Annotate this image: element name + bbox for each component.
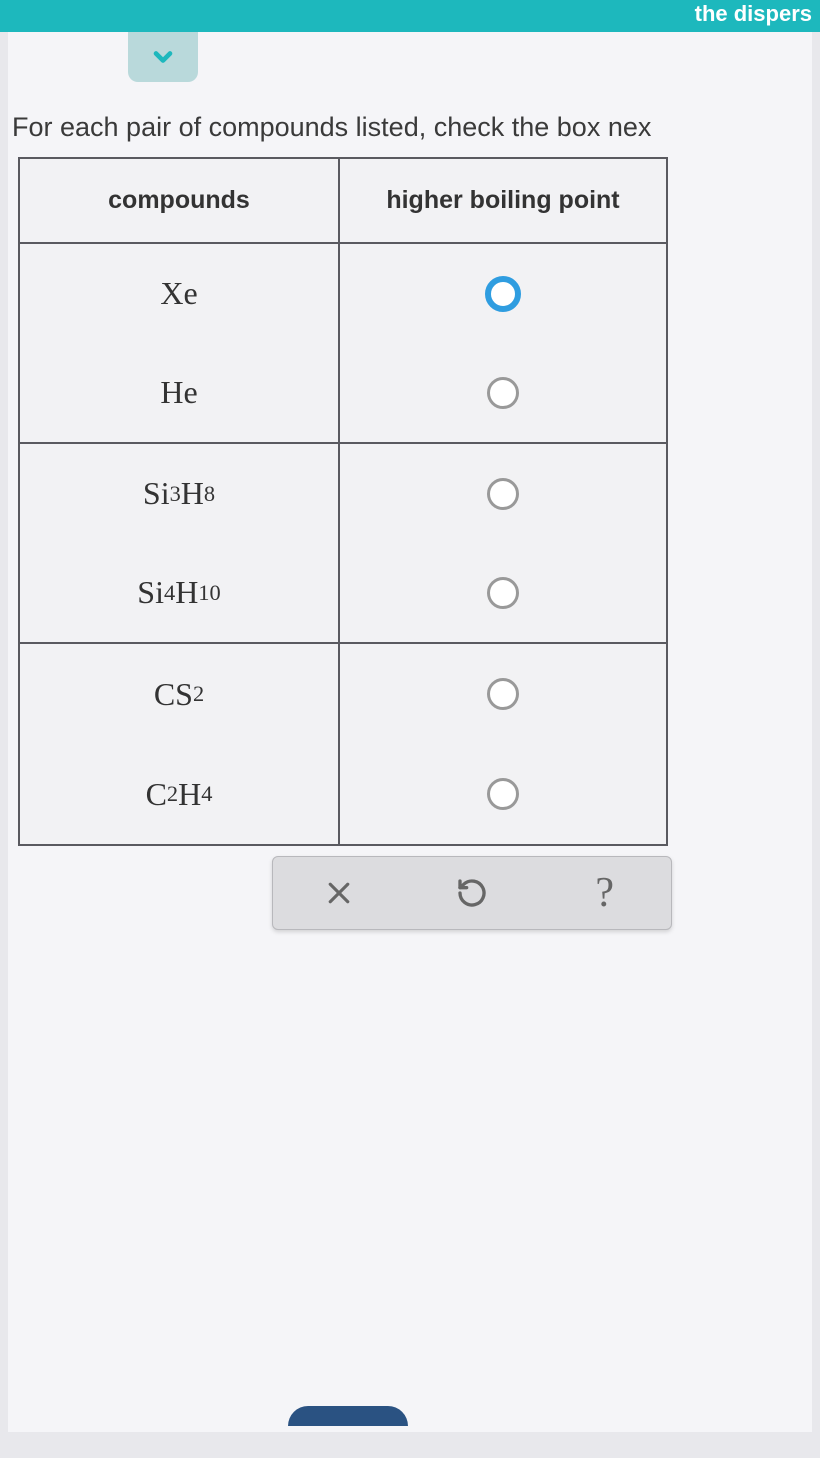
header-compounds: compounds: [20, 159, 340, 242]
radio-holder: [340, 644, 666, 744]
radio-button[interactable]: [485, 276, 521, 312]
table-pair-row: Si3H8 Si4H10: [20, 444, 666, 644]
compounds-cell: Xe He: [20, 244, 340, 442]
radio-button[interactable]: [487, 577, 519, 609]
radio-holder: [340, 343, 666, 442]
undo-icon: [456, 877, 488, 909]
compound-label: CS2: [20, 644, 338, 744]
radio-button[interactable]: [487, 478, 519, 510]
compound-label: Si3H8: [20, 444, 338, 543]
compounds-cell: Si3H8 Si4H10: [20, 444, 340, 642]
top-bar: the dispers: [0, 0, 820, 32]
radio-button[interactable]: [487, 377, 519, 409]
topbar-text: the dispers: [695, 1, 812, 26]
radio-cell: [340, 244, 666, 442]
table-pair-row: CS2 C2H4: [20, 644, 666, 844]
dropdown-tab[interactable]: [128, 32, 198, 82]
clear-button[interactable]: [317, 871, 361, 915]
compound-label: Si4H10: [20, 543, 338, 642]
radio-holder: [340, 244, 666, 343]
compounds-table: compounds higher boiling point Xe He Si3…: [18, 157, 668, 846]
header-boiling-point: higher boiling point: [340, 159, 666, 242]
radio-holder: [340, 744, 666, 844]
radio-holder: [340, 543, 666, 642]
help-button[interactable]: ?: [583, 871, 627, 915]
radio-button[interactable]: [487, 678, 519, 710]
close-icon: [324, 878, 354, 908]
bottom-nub: [288, 1406, 408, 1426]
reset-button[interactable]: [450, 871, 494, 915]
chevron-down-icon: [149, 43, 177, 71]
radio-cell: [340, 644, 666, 844]
radio-holder: [340, 444, 666, 543]
radio-button[interactable]: [487, 778, 519, 810]
action-bar: ?: [272, 856, 672, 930]
table-pair-row: Xe He: [20, 244, 666, 444]
content-area: For each pair of compounds listed, check…: [8, 32, 812, 1432]
table-header-row: compounds higher boiling point: [20, 159, 666, 244]
help-icon: ?: [595, 869, 614, 917]
compound-label: Xe: [20, 244, 338, 343]
compounds-cell: CS2 C2H4: [20, 644, 340, 844]
radio-cell: [340, 444, 666, 642]
compound-label: C2H4: [20, 744, 338, 844]
compound-label: He: [20, 343, 338, 442]
